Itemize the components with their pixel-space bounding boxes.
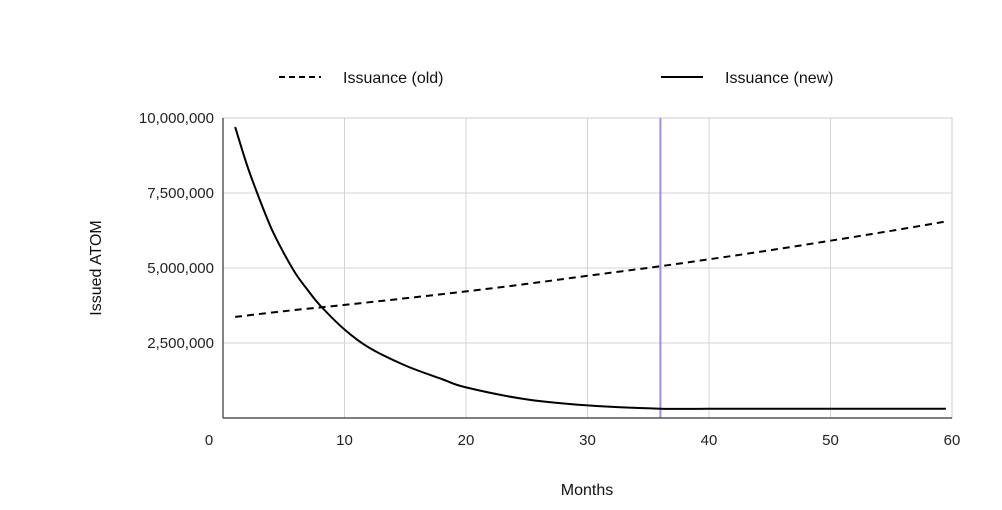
y-tick-label: 7,500,000 (147, 185, 214, 202)
y-axis-ticks: 2,500,000 5,000,000 7,500,000 10,000,000 (139, 110, 214, 352)
x-tick-label: 20 (458, 432, 475, 449)
series-line-issuance-old (235, 220, 947, 318)
legend: Issuance (old) Issuance (new) (279, 70, 834, 87)
y-tick-label: 2,500,000 (147, 335, 214, 352)
x-axis-ticks: 0 10 20 30 40 50 60 (205, 432, 961, 449)
x-tick-label: 50 (822, 432, 839, 449)
x-tick-label: 30 (579, 432, 596, 449)
series-layer (234, 126, 947, 410)
axes (222, 118, 952, 419)
y-tick-label: 10,000,000 (139, 110, 214, 127)
series-line-issuance-new (234, 126, 946, 410)
y-axis-title: Issued ATOM (88, 220, 105, 315)
x-tick-label: 0 (205, 432, 213, 449)
x-tick-label: 40 (701, 432, 718, 449)
x-tick-label: 10 (336, 432, 353, 449)
legend-label-issuance-new: Issuance (new) (725, 70, 834, 87)
grid (222, 117, 953, 419)
x-tick-label: 60 (944, 432, 961, 449)
x-axis-title: Months (561, 482, 613, 499)
legend-label-issuance-old: Issuance (old) (343, 70, 444, 87)
y-tick-label: 5,000,000 (147, 260, 214, 277)
